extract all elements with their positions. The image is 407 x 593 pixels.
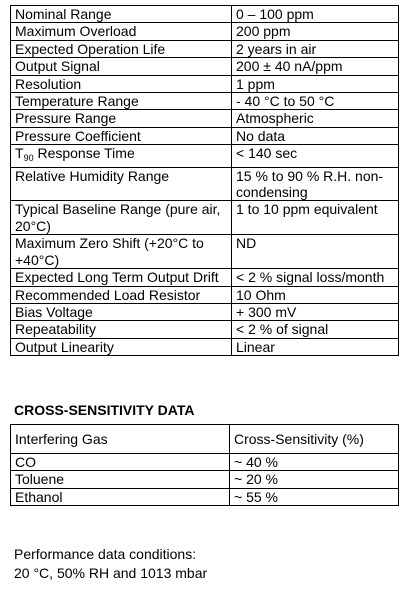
spec-value: 15 % to 90 % R.H. non-condensing (231, 166, 399, 202)
section-title: CROSS-SENSITIVITY DATA (14, 402, 195, 418)
spec-row: Bias Voltage + 300 mV (10, 302, 399, 322)
cross-row: Toluene ~ 20 % (10, 470, 399, 489)
spec-label: Nominal Range (10, 4, 232, 24)
spec-label: Temperature Range (10, 92, 232, 111)
spec-label: Output Signal (10, 57, 232, 76)
spec-value: No data (231, 126, 399, 146)
sensitivity: ~ 20 % (229, 470, 399, 489)
spec-label: Maximum Zero Shift (+20°C to +40°C) (10, 234, 232, 270)
cross-row: CO ~ 40 % (10, 452, 399, 472)
spec-row: Relative Humidity Range 15 % to 90 % R.H.… (10, 166, 399, 202)
gas: Toluene (10, 470, 230, 489)
spec-label: Maximum Overload (10, 22, 232, 41)
cross-row: Ethanol ~ 55 % (10, 487, 399, 507)
label-text: Response Time (33, 145, 135, 162)
spec-row: Expected Operation Life 2 years in air (10, 39, 399, 59)
header-row: Interfering Gas Cross-Sensitivity (%) (10, 424, 399, 454)
spec-label: Recommended Load Resistor (10, 285, 232, 304)
cross-table: Interfering Gas Cross-Sensitivity (%) CO ~ … (10, 424, 399, 507)
spec-table: Nominal Range 0 – 100 ppm Maximum Overload… (10, 4, 399, 357)
spec-label: Expected Long Term Output Drift (10, 268, 232, 287)
spec-label: Relative Humidity Range (10, 166, 232, 202)
spec-value: 200 ± 40 nA/ppm (231, 57, 399, 76)
spec-value: ND (231, 234, 399, 270)
spec-value: 2 years in air (231, 39, 399, 59)
header-cell: Cross-Sensitivity (%) (229, 424, 399, 454)
spec-value: Linear (231, 337, 399, 357)
spec-value: < 2 % of signal (231, 320, 399, 339)
spec-label: Bias Voltage (10, 302, 232, 322)
spec-value: < 2 % signal loss/month (231, 268, 399, 287)
spec-value: 10 Ohm (231, 285, 399, 304)
spec-label: Pressure Range (10, 109, 232, 128)
spec-label: T90 Response Time (10, 144, 232, 168)
spec-row: Typical Baseline Range (pure air, 20°C) 1… (10, 200, 399, 236)
spec-value: 1 to 10 ppm equivalent (231, 200, 399, 236)
header-cell: Interfering Gas (10, 424, 230, 454)
spec-value: - 40 °C to 50 °C (231, 92, 399, 111)
spec-row: Maximum Overload 200 ppm (10, 22, 399, 41)
spec-value: 0 – 100 ppm (231, 4, 399, 24)
footer: Performance data conditions: 20 °C, 50% R… (14, 545, 207, 583)
spec-row: Temperature Range - 40 °C to 50 °C (10, 92, 399, 111)
gas: Ethanol (10, 487, 230, 507)
spec-value: 1 ppm (231, 74, 399, 94)
spec-row: T90 Response Time < 140 sec (10, 144, 399, 168)
gas: CO (10, 452, 230, 472)
spec-row: Repeatability < 2 % of signal (10, 320, 399, 339)
spec-label: Expected Operation Life (10, 39, 232, 59)
spec-value: 200 ppm (231, 22, 399, 41)
spec-row: Maximum Zero Shift (+20°C to +40°C) ND (10, 234, 399, 270)
spec-label: Repeatability (10, 320, 232, 339)
spec-label: Output Linearity (10, 337, 232, 357)
spec-label: Resolution (10, 74, 232, 94)
spec-value: < 140 sec (231, 144, 399, 168)
sensitivity: ~ 55 % (229, 487, 399, 507)
label-subscript: 90 (23, 153, 34, 164)
label-text: T (15, 145, 24, 162)
spec-value: Atmospheric (231, 109, 399, 128)
footer-line: Performance data conditions: (14, 546, 197, 562)
spec-row: Output Linearity Linear (10, 337, 399, 357)
footer-line: 20 °C, 50% RH and 1013 mbar (14, 565, 208, 581)
spec-row: Pressure Range Atmospheric (10, 109, 399, 128)
spec-row: Nominal Range 0 – 100 ppm (10, 4, 399, 24)
spec-label: Pressure Coefficient (10, 126, 232, 146)
spec-row: Resolution 1 ppm (10, 74, 399, 94)
spec-row: Recommended Load Resistor 10 Ohm (10, 285, 399, 304)
spec-row: Output Signal 200 ± 40 nA/ppm (10, 57, 399, 76)
sensitivity: ~ 40 % (229, 452, 399, 472)
spec-row: Expected Long Term Output Drift < 2 % sig… (10, 268, 399, 287)
spec-row: Pressure Coefficient No data (10, 126, 399, 146)
spec-label: Typical Baseline Range (pure air, 20°C) (10, 200, 232, 236)
spec-value: + 300 mV (231, 302, 399, 322)
